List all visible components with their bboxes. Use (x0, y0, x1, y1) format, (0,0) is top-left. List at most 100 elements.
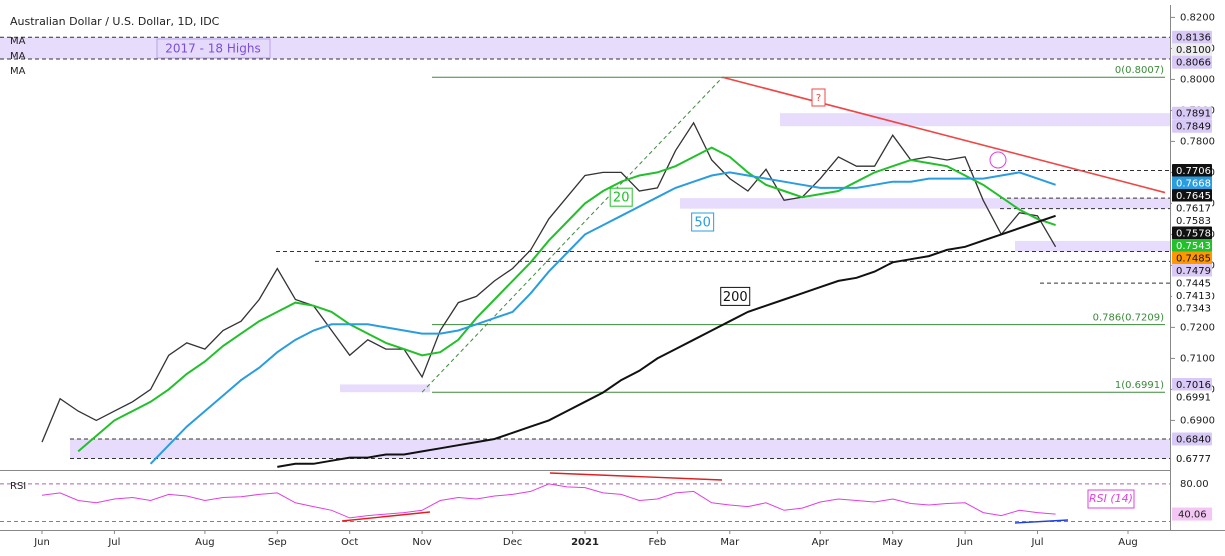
fib-label: 0(0.8007) (1115, 65, 1164, 76)
price-label-box (1172, 276, 1212, 290)
price-label: 0.7617 (1176, 204, 1211, 215)
fib-label: 0.786(0.7209) (1093, 313, 1165, 324)
divergence (1014, 519, 1069, 524)
highs-label-box (156, 38, 271, 59)
x-tick-label: Nov (412, 537, 432, 548)
rsi-line (41, 483, 1056, 519)
divergence (549, 472, 723, 481)
question-box (811, 88, 826, 107)
ma-name: 200 (723, 290, 748, 305)
x-tick-label: Sep (268, 537, 287, 548)
price-label: 0.6840 (1176, 435, 1211, 446)
price-label-box (1172, 164, 1212, 178)
ma-line (77, 146, 1056, 453)
y-tick-label: 0.8000 (1180, 74, 1215, 85)
price-label: 0.7583 (1176, 216, 1211, 227)
rsi-pane (0, 472, 1170, 524)
x-tick-label: Jun (33, 537, 50, 548)
price-label-box (1172, 390, 1212, 404)
zone (680, 198, 1170, 209)
price-label: 0.8136 (1176, 33, 1211, 44)
x-tick-label: Apr (812, 537, 830, 548)
zone (70, 439, 1170, 459)
x-tick-label: Aug (195, 537, 215, 548)
ma-line (149, 171, 1056, 465)
ma-label: MA (10, 36, 26, 47)
ma-line (277, 214, 1056, 468)
y-tick-label: 0.7100 (1180, 353, 1215, 364)
highlight-circle (989, 151, 1007, 169)
price-label-box (1172, 452, 1212, 466)
price-label-box (1172, 251, 1212, 265)
price-label: 0.7849 (1176, 122, 1211, 133)
price-label: 0.8100 (1176, 45, 1211, 56)
fib-diagonal (421, 76, 723, 393)
ma-name-box (691, 212, 715, 232)
y-tick-label: 0.8200 (1180, 12, 1215, 23)
price-label-box (1172, 43, 1212, 57)
ma-label: MA (10, 66, 26, 77)
price-label: 0.7891 (1176, 109, 1211, 120)
zone (780, 113, 1170, 127)
price-label: 0.7706 (1176, 166, 1211, 177)
rsi-last-box (1172, 507, 1212, 521)
rsi-name: RSI (14) (1089, 492, 1133, 505)
price-label-box (1172, 377, 1212, 391)
price-label-box (1172, 119, 1212, 133)
x-tick-label: 2021 (571, 537, 599, 548)
price-label: 0.7343 (1176, 304, 1211, 315)
price-label-box (1172, 201, 1212, 215)
x-tick-label: Jun (956, 537, 973, 548)
price-label-box (1172, 432, 1212, 446)
price-label-box (1172, 176, 1212, 190)
axes: 0.69000.70000.71000.72000.73000.74000.75… (33, 12, 1215, 548)
chart-title: Australian Dollar / U.S. Dollar, 1D, IDC (10, 15, 220, 28)
price-label-box (1172, 214, 1212, 228)
x-tick-label: Jul (107, 537, 120, 548)
price-label: 0.7543 (1176, 241, 1211, 252)
trendline (722, 76, 1166, 194)
price-label-box (1172, 226, 1212, 240)
ma-name: 50 (694, 216, 711, 231)
price-label: 0.7413 (1176, 291, 1211, 302)
y-tick-label: 0.7800 (1180, 136, 1215, 147)
question-mark: ? (816, 93, 821, 104)
price-label: 0.8066 (1176, 58, 1211, 69)
x-tick-label: Mar (720, 537, 740, 548)
price-label-box (1172, 301, 1212, 315)
price-label: 0.7485 (1176, 254, 1211, 265)
main-pane: 0(0.8007) 0.786(0.7209) 1(0.6991) 20 50 200 (41, 65, 1166, 468)
rsi-tick-label: 80.00 (1180, 479, 1209, 490)
price-label: 0.6991 (1176, 392, 1211, 403)
price-label-box (1172, 264, 1212, 278)
x-tick-label: Dec (503, 537, 522, 548)
rsi-title: RSI (10, 481, 26, 492)
zone (340, 384, 430, 393)
price-label: 0.7578 (1176, 229, 1211, 240)
x-tick-label: May (882, 537, 903, 548)
ma-label: MA (10, 51, 26, 62)
price-label-box (1172, 289, 1212, 303)
price-label-box (1172, 106, 1212, 120)
price-label: 0.7668 (1176, 179, 1211, 190)
price-label: 0.7016 (1176, 380, 1211, 391)
y-tick-label: 0.7200 (1180, 322, 1215, 333)
ma-name: 20 (613, 191, 630, 206)
x-tick-label: Oct (341, 537, 358, 548)
x-tick-label: Jul (1030, 537, 1043, 548)
x-tick-label: Aug (1118, 537, 1138, 548)
ma-name-box (609, 187, 633, 207)
divergence (341, 511, 431, 522)
rsi-last-label: 40.06 (1178, 510, 1207, 521)
ma-name-box (720, 286, 751, 306)
price-label: 0.6777 (1176, 454, 1211, 465)
price-label-box (1172, 30, 1212, 44)
rsi-name-box (1087, 489, 1135, 509)
price-label-box (1172, 189, 1212, 203)
price-label: 0.7645 (1176, 191, 1211, 202)
zones (0, 36, 1170, 460)
price-label-box (1172, 55, 1212, 69)
price-line (41, 121, 1057, 443)
